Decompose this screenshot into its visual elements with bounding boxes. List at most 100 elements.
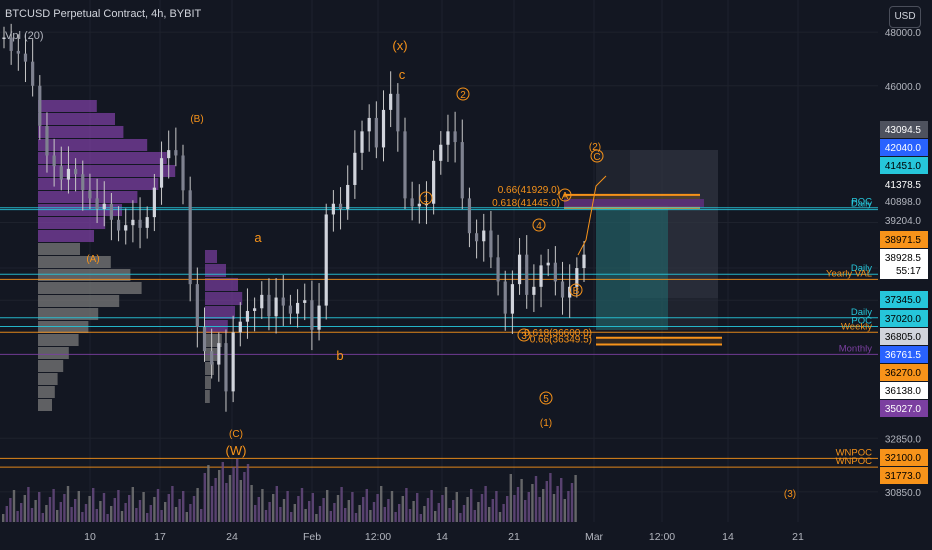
volume-bar xyxy=(574,475,577,522)
volume-bar xyxy=(315,514,318,522)
candle-body xyxy=(432,160,436,204)
candle-body xyxy=(2,37,6,40)
volume-bar xyxy=(336,495,340,522)
price-tag xyxy=(880,364,928,381)
volume-bar xyxy=(59,502,62,522)
volume-profile-bar xyxy=(38,256,111,268)
time-axis-label: Mar xyxy=(585,531,604,543)
price-tag-label: 41378.5 xyxy=(885,180,922,191)
volume-bar xyxy=(300,488,304,522)
volume-bar xyxy=(207,465,210,522)
volume-profile-bar xyxy=(38,100,97,112)
level-label: Monthly xyxy=(839,343,873,354)
wave-label: C xyxy=(593,152,600,163)
wave-circle xyxy=(569,283,583,297)
wave-label: (C) xyxy=(229,429,243,440)
volume-bar xyxy=(560,478,563,522)
price-tag-label: 31773.0 xyxy=(885,471,922,482)
volume-bar xyxy=(340,487,343,522)
price-tag-label: 32100.0 xyxy=(885,453,922,464)
price-tag xyxy=(880,291,928,308)
volume-bar xyxy=(354,513,358,522)
price-tag xyxy=(880,176,928,193)
wave-label: 4 xyxy=(536,221,542,232)
price-tag-label: 36138.0 xyxy=(885,386,922,397)
currency-button[interactable]: USD xyxy=(889,6,921,28)
price-tag xyxy=(880,382,928,399)
volume-bar xyxy=(174,507,178,522)
price-tag xyxy=(880,231,928,248)
level-label: POC xyxy=(851,316,872,327)
candle-body xyxy=(181,155,185,191)
time-axis-bg xyxy=(0,522,880,550)
volume-profile-bar xyxy=(38,126,124,138)
volume-bar xyxy=(221,462,224,522)
volume-bar xyxy=(27,487,30,522)
volume-bar xyxy=(92,488,95,522)
candle-body xyxy=(453,131,457,143)
candle-body xyxy=(417,203,421,207)
wave-circle xyxy=(456,87,470,101)
volume-bar xyxy=(520,479,523,522)
price-axis-label: 40898.0 xyxy=(885,197,922,208)
volume-bar xyxy=(488,507,491,522)
fib-label: 0.618(41445.0) xyxy=(492,198,560,209)
candle-body xyxy=(274,297,278,317)
time-axis-label: 21 xyxy=(792,531,804,543)
volume-bar xyxy=(531,484,534,522)
volume-profile-bar-2 xyxy=(205,278,238,291)
volume-bar xyxy=(149,505,152,522)
candle-body xyxy=(346,184,350,210)
volume-bar xyxy=(142,492,145,522)
volume-bar xyxy=(84,504,88,522)
volume-profile-bar-2 xyxy=(205,376,211,389)
volume-profile-bar xyxy=(38,399,52,411)
candle-body xyxy=(9,37,13,51)
volume-bar xyxy=(477,502,480,522)
volume-bar xyxy=(210,486,214,522)
fib-zone-upper-bar xyxy=(564,199,704,208)
volume-bar xyxy=(178,499,181,522)
price-axis-label: 48000.0 xyxy=(885,28,922,39)
candle-body xyxy=(74,168,78,175)
candle-body xyxy=(482,230,486,242)
candle-body xyxy=(145,217,149,228)
volume-bar xyxy=(383,507,386,522)
volume-bar xyxy=(502,504,505,522)
volume-bar xyxy=(401,496,404,522)
volume-bar xyxy=(484,486,487,522)
volume-bar xyxy=(2,514,5,522)
volume-bar xyxy=(70,507,73,522)
price-tag xyxy=(880,139,928,156)
volume-bar xyxy=(326,490,329,522)
candle-body xyxy=(217,343,221,365)
volume-bar xyxy=(124,503,127,522)
price-axis-label: 30850.0 xyxy=(885,488,922,499)
price-axis-label: 46000.0 xyxy=(885,82,922,93)
wave-label: (W) xyxy=(226,443,247,458)
price-tag-label: 36805.0 xyxy=(885,332,922,343)
volume-profile-bar xyxy=(38,347,69,359)
volume-bar xyxy=(304,509,307,522)
price-tag xyxy=(880,121,928,138)
level-label: Daily xyxy=(851,263,872,274)
volume-bar xyxy=(466,497,469,522)
volume-bar xyxy=(290,512,293,522)
wave-circle xyxy=(539,391,553,405)
volume-bar xyxy=(333,503,336,522)
volume-bar xyxy=(192,496,196,522)
candle-body xyxy=(360,131,364,153)
volume-bar xyxy=(549,473,552,522)
candle-body xyxy=(303,300,307,303)
volume-profile-bar xyxy=(38,178,159,190)
volume-bar xyxy=(423,506,426,522)
time-axis-label: 14 xyxy=(722,531,734,543)
volume-bar xyxy=(196,488,199,522)
candle-body xyxy=(467,198,472,234)
price-tag-label: 41451.0 xyxy=(885,161,922,172)
candle-body xyxy=(510,284,514,314)
candle-body xyxy=(281,297,285,306)
volume-bar xyxy=(95,509,98,522)
